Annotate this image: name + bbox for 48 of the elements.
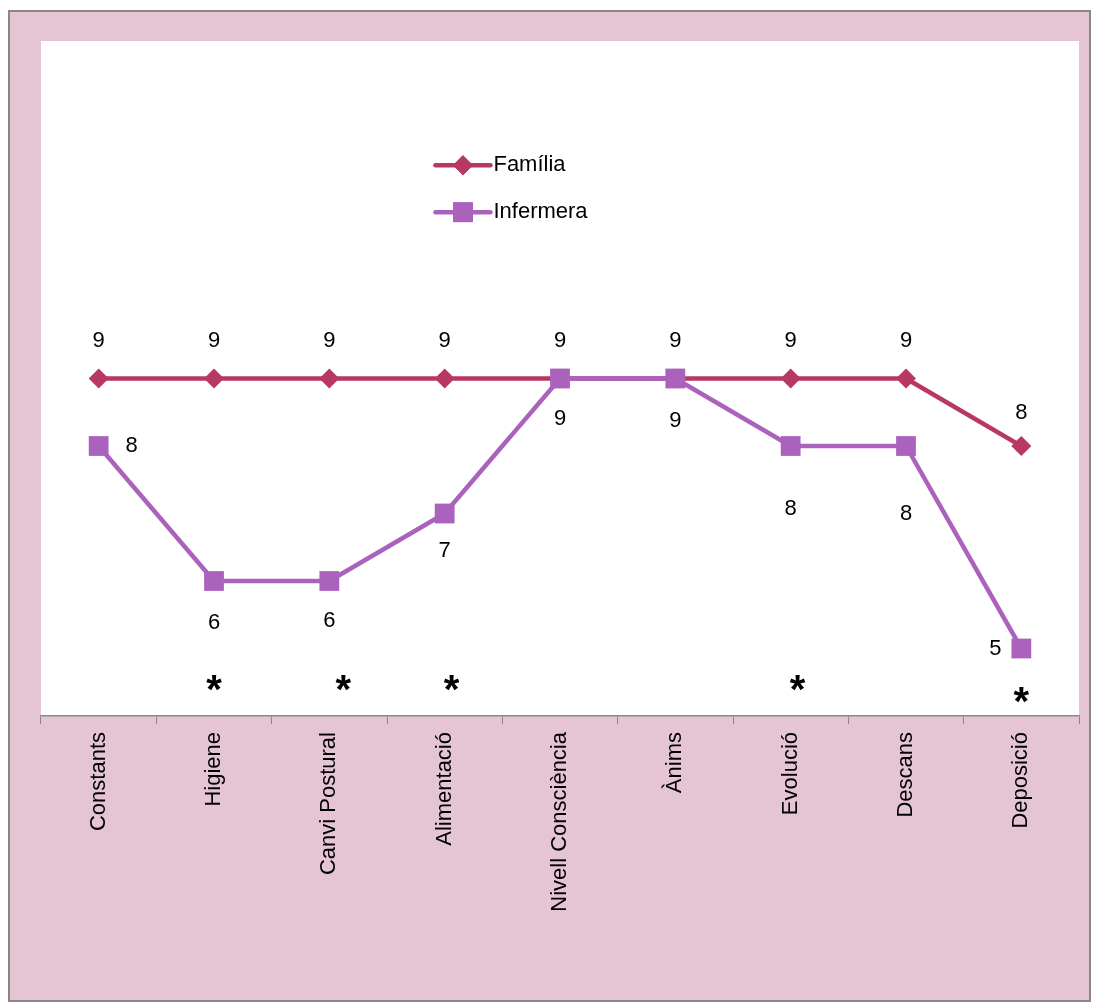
data-label: 9 (323, 326, 336, 352)
legend-label: Família (493, 151, 567, 177)
point (896, 436, 916, 456)
x-tick-label: Canvi Postural (315, 732, 341, 876)
x-tick-label: Constants (84, 732, 110, 832)
x-tick-label: Alimentació (430, 732, 456, 846)
data-label: 9 (669, 406, 682, 432)
point (88, 436, 109, 456)
annotation: * (443, 666, 460, 711)
annotation: * (206, 666, 223, 711)
data-label: 9 (92, 326, 105, 352)
data-label: 9 (207, 326, 221, 352)
annotation: * (335, 666, 352, 711)
point (896, 368, 916, 389)
point (319, 571, 340, 591)
data-label: 9 (438, 326, 451, 352)
data-label: 9 (899, 326, 913, 352)
point (434, 368, 455, 389)
data-label: 8 (899, 500, 913, 526)
point (434, 503, 455, 524)
data-label: 5 (989, 634, 1002, 660)
data-label: 9 (669, 326, 682, 352)
point (319, 368, 340, 389)
x-tick-label: Higiene (200, 732, 226, 807)
data-label: 8 (1015, 399, 1028, 425)
x-tick-label: Descans (892, 732, 918, 818)
data-label: 6 (207, 609, 221, 635)
point (204, 571, 224, 591)
point (88, 368, 109, 389)
legend-label: Infermera (493, 198, 589, 224)
point (780, 368, 801, 389)
x-tick-label: Ànims (661, 732, 687, 794)
x-tick-label: Deposició (1007, 732, 1033, 829)
x-tick-label: Evolució (776, 732, 802, 816)
data-label: 9 (784, 326, 797, 352)
data-label: 9 (553, 326, 567, 352)
x-tick-label: Nivell Consciència (546, 731, 572, 912)
data-label: 7 (438, 536, 451, 562)
annotation: * (1013, 678, 1030, 723)
point (204, 368, 224, 389)
point (1011, 436, 1032, 456)
point (780, 436, 801, 456)
data-label: 8 (784, 495, 797, 521)
annotation: * (789, 666, 806, 711)
data-label: 8 (125, 432, 138, 458)
point (1011, 638, 1032, 659)
data-label: 6 (323, 607, 336, 633)
data-label: 9 (553, 404, 567, 430)
